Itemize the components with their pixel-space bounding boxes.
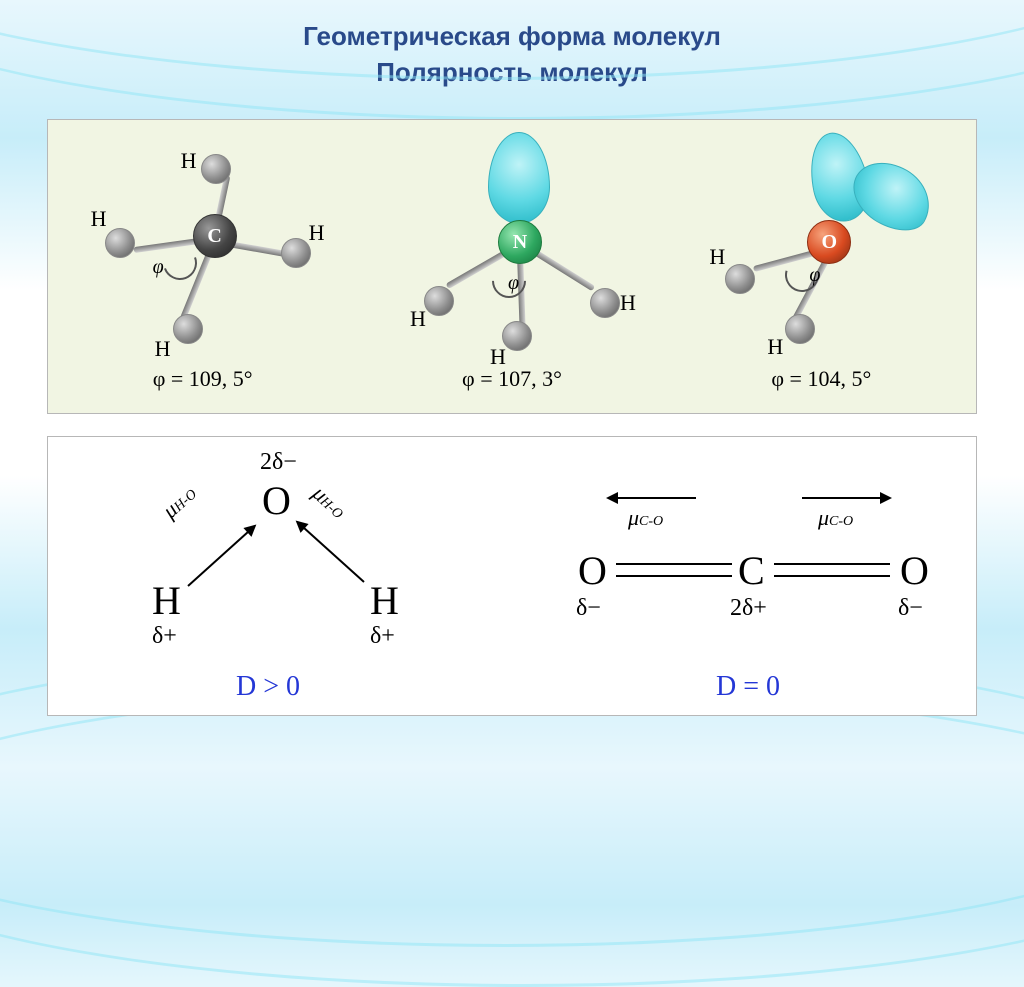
hydrogen-atom [173,314,203,344]
dipole-result: D > 0 [236,671,300,703]
h-label: H [155,336,171,362]
h-label: H [91,206,107,232]
charge-label: 2δ+ [730,595,767,622]
dipole-result: D = 0 [716,671,780,703]
double-bond [616,563,732,565]
phi-symbol: φ [809,264,820,287]
phi-symbol: φ [153,256,164,279]
charge-label: 2δ− [260,449,297,476]
mu-label: μC-O [628,505,663,531]
hydrogen-atom [590,288,620,318]
dipole-arrow [608,497,696,499]
charge-label: δ− [576,595,601,622]
hydrogen-atom [502,321,532,351]
carbon-symbol: C [738,547,765,594]
hydrogen-atom [424,286,454,316]
hydrogen-symbol: H [152,577,181,624]
hydrogen-atom [725,264,755,294]
methane-model: C H H H H φ φ = 109, 5° [63,136,343,396]
dipole-arrow [187,525,255,587]
hydrogen-atom [281,238,311,268]
hydrogen-symbol: H [370,577,399,624]
oxygen-symbol: O [900,547,929,594]
charge-label: δ− [898,595,923,622]
co2-polarity: O C O μC-O μC-O δ− 2δ+ δ− D = 0 [512,437,976,715]
mu-label: μC-O [818,505,853,531]
water-model: O H H φ φ = 104, 5° [681,136,961,396]
water-polarity: 2δ− O H H μH-O μH-O δ+ δ+ D > 0 [48,437,512,715]
h-label: H [767,334,783,360]
angle-label: φ = 104, 5° [681,366,961,392]
angle-label: φ = 107, 3° [372,366,652,392]
h-label: H [410,306,426,332]
angle-label: φ = 109, 5° [63,366,343,392]
hydrogen-atom [105,228,135,258]
lone-pair-lobe [488,132,550,224]
mu-label: μH-O [307,480,351,523]
phi-symbol: φ [508,272,519,295]
dipole-arrow [802,497,890,499]
h-label: H [620,290,636,316]
oxygen-symbol: O [262,477,291,524]
polarity-panel: 2δ− O H H μH-O μH-O δ+ δ+ D > 0 O C O μC… [47,436,977,716]
double-bond [616,575,732,577]
mu-label: μH-O [157,480,201,523]
double-bond [774,563,890,565]
carbon-atom: C [193,214,237,258]
hydrogen-atom [201,154,231,184]
double-bond [774,575,890,577]
charge-label: δ+ [152,623,177,650]
h-label: H [181,148,197,174]
oxygen-symbol: O [578,547,607,594]
hydrogen-atom [785,314,815,344]
models-panel: C H H H H φ φ = 109, 5° N H H H φ φ = 10… [47,119,977,414]
dipole-arrow [296,521,364,583]
ammonia-model: N H H H φ φ = 107, 3° [372,136,652,396]
h-label: H [309,220,325,246]
nitrogen-atom: N [498,220,542,264]
oxygen-atom: O [807,220,851,264]
charge-label: δ+ [370,623,395,650]
h-label: H [709,244,725,270]
